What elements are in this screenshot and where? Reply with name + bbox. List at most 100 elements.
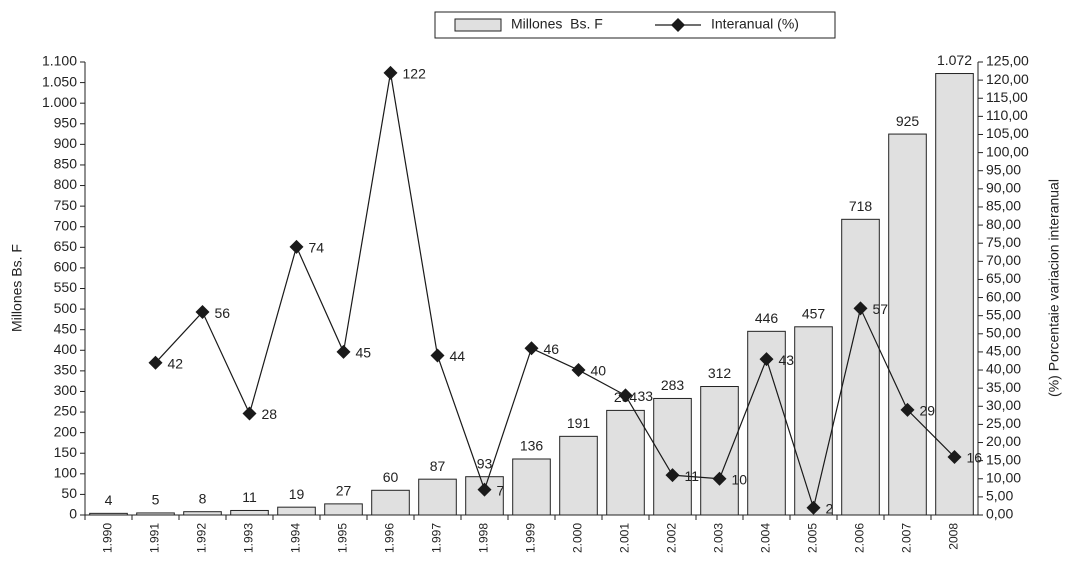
yticks-tick-label: 50 <box>61 485 77 501</box>
x-tick-label: 2.003 <box>712 523 726 553</box>
yticks-tick-label: 200 <box>54 423 78 439</box>
yticks-tick-label: 700 <box>54 217 78 233</box>
line-value-label: 46 <box>544 341 560 357</box>
y2ticks-tick-label: 85,00 <box>986 198 1021 214</box>
y2ticks-tick-label: 55,00 <box>986 306 1021 322</box>
line-marker <box>195 305 210 320</box>
line-value-label: 29 <box>920 403 936 419</box>
y2ticks-tick-label: 35,00 <box>986 379 1021 395</box>
bar <box>888 133 927 516</box>
yticks-tick-label: 0 <box>69 506 77 522</box>
legend-box <box>434 11 836 39</box>
line-value-label: 33 <box>638 388 654 404</box>
bar-value-label: 925 <box>896 113 920 129</box>
y2ticks-tick-label: 75,00 <box>986 234 1021 250</box>
bar-value-label: 136 <box>520 438 544 454</box>
x-tick-label: 2.001 <box>618 523 632 553</box>
y2ticks-tick-label: 70,00 <box>986 252 1021 268</box>
line-value-label: 44 <box>450 348 466 364</box>
y2ticks-tick-label: 115,00 <box>986 89 1028 105</box>
yticks-tick-label: 450 <box>54 320 78 336</box>
bar <box>606 409 645 516</box>
line-marker <box>383 65 398 80</box>
bar-value-label: 191 <box>567 415 591 431</box>
line-value-label: 122 <box>403 66 427 82</box>
bar-value-label: 19 <box>289 486 305 502</box>
bar <box>653 397 692 516</box>
bar <box>418 478 457 516</box>
y2ticks-tick-label: 95,00 <box>986 161 1021 177</box>
x-tick-label: 2.005 <box>806 523 820 553</box>
y2ticks-tick-label: 15,00 <box>986 451 1021 467</box>
y2ticks-tick-label: 100,00 <box>986 143 1029 159</box>
line-marker <box>759 352 774 367</box>
bar-value-label: 93 <box>477 455 493 471</box>
x-tick-label: 1.993 <box>242 523 256 553</box>
y2ticks-tick-label: 20,00 <box>986 433 1021 449</box>
y2ticks-tick-label: 50,00 <box>986 325 1021 341</box>
y2ticks-tick-label: 80,00 <box>986 216 1021 232</box>
x-tick-label: 2.000 <box>571 523 585 553</box>
yticks-tick-label: 300 <box>54 382 78 398</box>
y2ticks-tick-label: 0,00 <box>986 506 1013 522</box>
yticks-tick-label: 950 <box>54 114 78 130</box>
yticks-tick-label: 1.100 <box>42 53 77 69</box>
line-value-label: 11 <box>685 468 700 484</box>
y2ticks-tick-label: 105,00 <box>986 125 1029 141</box>
yticks-tick-label: 750 <box>54 197 78 213</box>
y2ticks-tick-label: 90,00 <box>986 180 1021 196</box>
line-marker <box>947 450 962 465</box>
bar <box>512 458 551 516</box>
x-tick-label: 1.994 <box>289 523 303 553</box>
line-value-label: 74 <box>309 240 325 256</box>
yticks-tick-label: 650 <box>54 238 78 254</box>
x-tick-label: 2008 <box>947 523 961 550</box>
x-tick-label: 1.991 <box>148 523 162 553</box>
line-value-label: 40 <box>591 363 607 379</box>
yticks-tick-label: 850 <box>54 156 78 172</box>
y2ticks-tick-label: 25,00 <box>986 415 1021 431</box>
line-marker <box>477 482 492 497</box>
line <box>155 72 955 511</box>
line-marker <box>853 301 868 316</box>
line-marker <box>900 402 915 417</box>
line-value-label: 57 <box>873 301 889 317</box>
y2ticks-tick-label: 40,00 <box>986 361 1021 377</box>
yticks-tick-label: 900 <box>54 135 78 151</box>
bar <box>324 503 363 516</box>
bar-value-label: 87 <box>430 458 446 474</box>
y2ticks-tick-label: 65,00 <box>986 270 1021 286</box>
bar-value-label: 283 <box>661 377 685 393</box>
line-marker <box>806 500 821 515</box>
x-tick-label: 2.006 <box>853 523 867 553</box>
bar <box>794 326 833 516</box>
bar-value-label: 718 <box>849 198 873 214</box>
y2ticks-tick-label: 110,00 <box>986 107 1028 123</box>
bar-value-label: 11 <box>242 489 257 505</box>
bar-value-label: 8 <box>199 490 207 506</box>
yticks-tick-label: 800 <box>54 176 78 192</box>
bar <box>136 512 175 516</box>
line-value-label: 28 <box>262 406 278 422</box>
y2ticks-tick-label: 30,00 <box>986 397 1021 413</box>
bar-value-label: 60 <box>383 469 399 485</box>
y2ticks-tick-label: 120,00 <box>986 71 1029 87</box>
x-tick-label: 1.996 <box>383 523 397 553</box>
yticks-tick-label: 250 <box>54 403 78 419</box>
bar-value-label: 5 <box>152 492 160 508</box>
line-value-label: 2 <box>826 500 834 516</box>
line-marker <box>289 239 304 254</box>
line-marker <box>524 341 539 356</box>
x-tick-label: 2.004 <box>759 523 773 553</box>
bar <box>89 512 128 516</box>
legend-marker <box>671 18 685 32</box>
y2ticks-tick-label: 125,00 <box>986 53 1029 69</box>
bar-value-label: 4 <box>105 492 113 508</box>
yticks-tick-label: 1.050 <box>42 73 77 89</box>
line-value-label: 7 <box>497 482 505 498</box>
yticks-tick-label: 1.000 <box>42 94 77 110</box>
x-tick-label: 2.002 <box>665 523 679 553</box>
legend-label: Interanual (%) <box>711 16 799 32</box>
yticks-tick-label: 600 <box>54 259 78 275</box>
